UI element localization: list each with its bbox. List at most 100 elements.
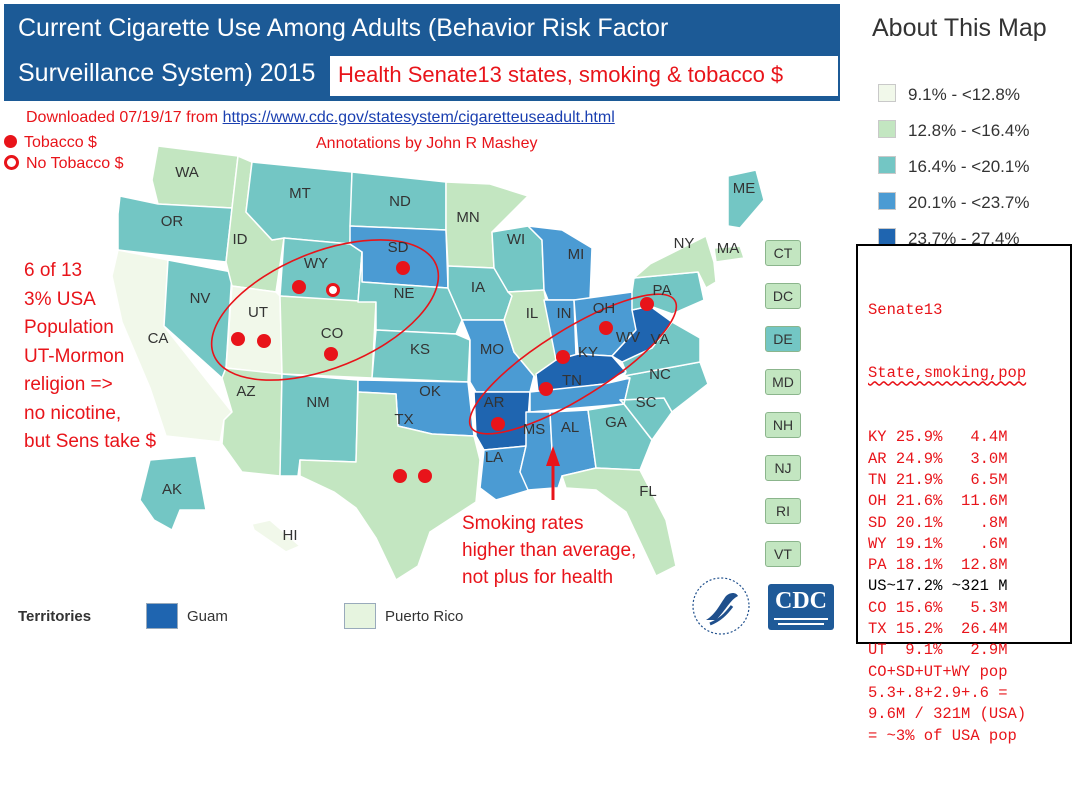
table-row: CO 15.6% 5.3M bbox=[868, 598, 1008, 617]
annotated-by: Annotations by John R Mashey bbox=[316, 135, 538, 152]
table-row: TX 15.2% 26.4M bbox=[868, 620, 1008, 639]
state-label-MN: MN bbox=[456, 209, 479, 226]
table-row: 5.3+.8+2.9+.6 = bbox=[868, 683, 1008, 702]
filled-dot-icon bbox=[4, 135, 17, 148]
state-label-ME: ME bbox=[733, 180, 756, 197]
state-label-GA: GA bbox=[605, 414, 627, 431]
small-state-NJ[interactable]: NJ bbox=[765, 455, 801, 481]
state-label-KY: KY bbox=[578, 344, 598, 361]
tobacco-marker bbox=[393, 469, 407, 483]
legend-swatch bbox=[878, 120, 896, 138]
tobacco-marker bbox=[491, 417, 505, 431]
legend-swatch bbox=[878, 156, 896, 174]
us-map: WA OR CA NV ID MT WY UT CO AZ NM ND SD NE KS OK TX MN IA MO… bbox=[111, 145, 765, 581]
small-state-NH[interactable]: NH bbox=[765, 412, 801, 438]
table-row: UT 9.1% 2.9M bbox=[868, 641, 1008, 660]
state-label-NC: NC bbox=[649, 366, 671, 383]
table-row: SD 20.1% .8M bbox=[868, 513, 1008, 532]
puerto-rico-swatch bbox=[344, 603, 376, 629]
state-WV[interactable] bbox=[611, 305, 673, 363]
legend-bin-label: 9.1% - <12.8% bbox=[908, 85, 1020, 104]
note-left-line: Population bbox=[24, 317, 114, 338]
tobacco-marker bbox=[231, 332, 245, 346]
state-label-LA: LA bbox=[485, 449, 503, 466]
state-label-NV: NV bbox=[190, 290, 211, 307]
state-SD[interactable] bbox=[349, 225, 449, 289]
note-left-line: 6 of 13 bbox=[24, 260, 83, 281]
state-label-SD: SD bbox=[388, 239, 409, 256]
state-label-ID: ID bbox=[233, 231, 248, 248]
legend-bin: 9.1% - <12.8% bbox=[878, 84, 1020, 105]
tobacco-marker bbox=[539, 382, 553, 396]
legend-title[interactable]: About This Map bbox=[872, 14, 1047, 42]
state-label-HI: HI bbox=[283, 527, 298, 544]
annotation-title-box bbox=[330, 56, 838, 96]
table-row: US~17.2% ~321 M bbox=[868, 577, 1008, 596]
no-tobacco-marker bbox=[326, 283, 340, 297]
note-left-line: but Sens take $ bbox=[24, 431, 157, 452]
map-title-line1: Current Cigarette Use Among Adults (Beha… bbox=[18, 14, 669, 42]
tobacco-marker bbox=[418, 469, 432, 483]
legend-bin-label: 23.7% - 27.4% bbox=[908, 229, 1020, 248]
legend-bin-label: 16.4% - <20.1% bbox=[908, 157, 1030, 176]
note-left-line: UT-Mormon bbox=[24, 345, 125, 367]
small-state-DC[interactable]: DC bbox=[765, 283, 801, 309]
annotation-title: Health Senate13 states, smoking & tobacc… bbox=[338, 62, 784, 87]
state-HI[interactable] bbox=[251, 519, 301, 553]
tobacco-marker bbox=[396, 261, 410, 275]
state-label-WY: WY bbox=[304, 255, 328, 272]
state-label-VA: VA bbox=[651, 331, 670, 348]
small-state-CT[interactable]: CT bbox=[765, 240, 801, 266]
state-AK[interactable] bbox=[139, 455, 207, 531]
small-state-DE[interactable]: DE bbox=[765, 326, 801, 352]
state-label-WV: WV bbox=[616, 329, 640, 346]
state-label-AL: AL bbox=[561, 419, 579, 436]
state-NC[interactable] bbox=[619, 361, 709, 413]
state-label-TN: TN bbox=[562, 372, 582, 389]
state-label-OR: OR bbox=[161, 213, 184, 230]
small-state-VT[interactable]: VT bbox=[765, 541, 801, 567]
state-NY[interactable] bbox=[633, 235, 717, 289]
state-label-NE: NE bbox=[394, 285, 415, 302]
hhs-logo bbox=[692, 577, 750, 635]
legend-bin: 20.1% - <23.7% bbox=[878, 192, 1029, 213]
note-bottom: Smoking rates higher than average, not p… bbox=[462, 510, 636, 591]
guam-swatch bbox=[146, 603, 178, 629]
annotation-ellipse-west bbox=[210, 239, 440, 381]
legend-bin: 16.4% - <20.1% bbox=[878, 156, 1029, 177]
table-header-1: Senate13 bbox=[868, 300, 943, 319]
state-ME[interactable] bbox=[727, 169, 765, 229]
state-label-OH: OH bbox=[593, 300, 616, 317]
state-KS[interactable] bbox=[371, 329, 471, 383]
state-label-TX: TX bbox=[394, 411, 413, 428]
tobacco-marker bbox=[324, 347, 338, 361]
state-FL[interactable] bbox=[561, 467, 677, 577]
guam-label: Guam bbox=[187, 608, 228, 625]
state-label-PA: PA bbox=[653, 282, 672, 299]
note-bottom-line: Smoking rates bbox=[462, 513, 584, 534]
state-label-CA: CA bbox=[148, 330, 169, 347]
table-row: KY 25.9% 4.4M bbox=[868, 428, 1008, 447]
small-state-MD[interactable]: MD bbox=[765, 369, 801, 395]
state-label-MA: MA bbox=[717, 240, 740, 257]
tobacco-marker bbox=[640, 297, 654, 311]
table-row: AR 24.9% 3.0M bbox=[868, 449, 1008, 468]
state-label-CO: CO bbox=[321, 325, 344, 342]
state-label-SC: SC bbox=[636, 394, 657, 411]
cdc-logo: CDC bbox=[768, 584, 834, 630]
small-state-RI[interactable]: RI bbox=[765, 498, 801, 524]
marker-legend: Tobacco $ No Tobacco $ bbox=[4, 134, 124, 173]
state-label-IN: IN bbox=[557, 305, 572, 322]
legend-bin: 23.7% - 27.4% bbox=[878, 228, 1020, 249]
source-link[interactable]: https://www.cdc.gov/statesystem/cigarett… bbox=[222, 109, 615, 126]
table-row: OH 21.6% 11.6M bbox=[868, 492, 1008, 511]
state-MA[interactable] bbox=[713, 245, 745, 263]
state-label-AR: AR bbox=[484, 394, 505, 411]
state-TX[interactable] bbox=[299, 391, 481, 581]
table-row: 9.6M / 321M (USA) bbox=[868, 705, 1027, 724]
marker-legend-tobacco: Tobacco $ bbox=[4, 134, 124, 152]
table-row: CO+SD+UT+WY pop bbox=[868, 662, 1008, 681]
tobacco-marker bbox=[257, 334, 271, 348]
tobacco-marker bbox=[556, 350, 570, 364]
state-label-IL: IL bbox=[526, 305, 539, 322]
